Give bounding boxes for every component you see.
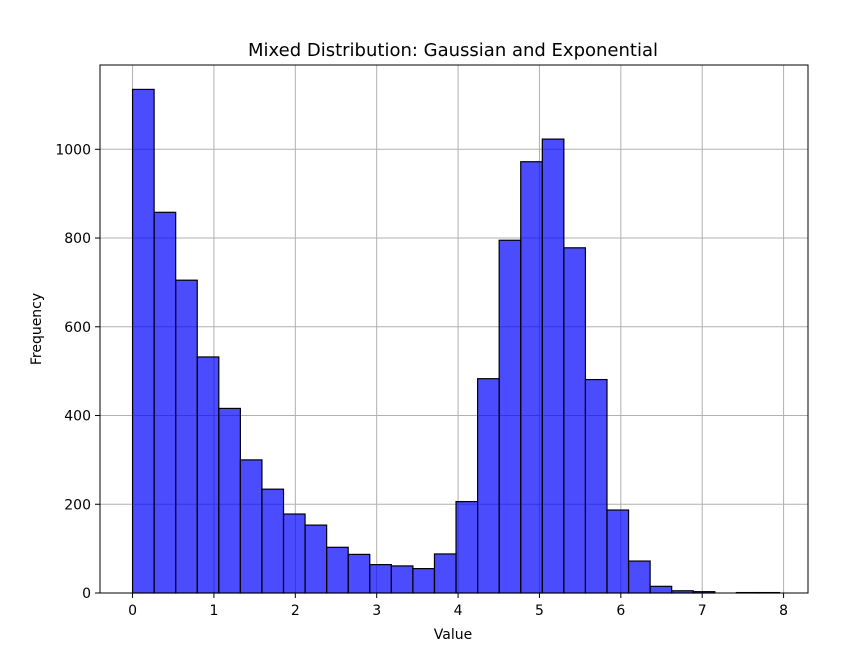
histogram-bar: [520, 161, 543, 594]
chart-title: Mixed Distribution: Gaussian and Exponen…: [248, 40, 658, 61]
x-tick-label: 4: [454, 603, 463, 619]
plot-area-frame: [99, 64, 809, 594]
histogram-bar: [239, 459, 263, 594]
histogram-bar: [649, 585, 673, 594]
y-tick-label: 1000: [55, 142, 91, 158]
x-tick-label: 6: [616, 603, 625, 619]
x-tick-label: 2: [291, 603, 300, 619]
histogram-bar: [455, 500, 479, 594]
histogram-bar: [563, 247, 587, 594]
histogram-bar: [477, 378, 500, 594]
x-axis-label: Value: [434, 627, 472, 643]
histogram-bar: [175, 279, 198, 594]
histogram-bar: [153, 211, 177, 594]
y-tick-label: 0: [82, 586, 91, 602]
y-tick-label: 600: [64, 320, 91, 336]
y-tick-label: 200: [64, 497, 91, 513]
histogram-bar: [606, 509, 630, 594]
histogram-bar: [541, 138, 565, 594]
histogram-bar: [369, 564, 392, 594]
histogram-bar: [433, 553, 457, 594]
axis-ticks: 0 1 2 3 4 5 6 7 8 0 200 400 600 800 1000: [55, 142, 788, 619]
x-tick-label: 7: [698, 603, 707, 619]
histogram-bar: [390, 565, 414, 594]
histogram-bar: [627, 560, 651, 594]
histogram-bar: [326, 546, 349, 594]
histogram-bar: [584, 378, 608, 594]
x-tick-label: 3: [372, 603, 381, 619]
histogram-bar: [196, 356, 220, 594]
x-tick-label: 5: [535, 603, 544, 619]
y-tick-label: 400: [64, 409, 91, 425]
histogram-bar: [347, 553, 371, 594]
y-tick-label: 800: [64, 231, 91, 247]
histogram-bar: [412, 567, 436, 594]
histogram-bar: [218, 407, 241, 594]
histogram-bar: [282, 513, 306, 594]
y-axis-label: Frequency: [29, 293, 45, 365]
histogram-bar: [131, 88, 155, 594]
histogram-bar: [261, 488, 285, 594]
x-tick-label: 8: [779, 603, 788, 619]
histogram-bar: [498, 239, 522, 594]
x-tick-label: 0: [128, 603, 137, 619]
histogram-bar: [304, 524, 328, 594]
histogram-bars: [131, 88, 781, 594]
x-tick-label: 1: [209, 603, 218, 619]
